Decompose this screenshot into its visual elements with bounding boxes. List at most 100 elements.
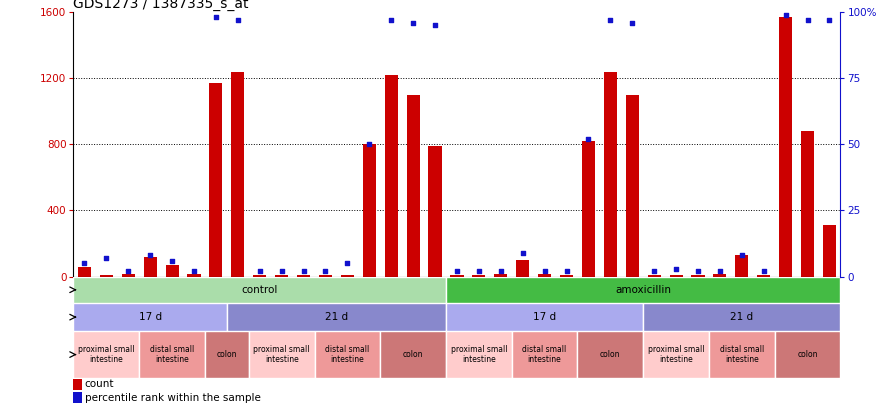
Point [77,260,91,266]
Bar [582,141,595,277]
Point [99,255,114,261]
Point [209,14,223,21]
Bar [78,267,91,277]
Bar [231,72,245,277]
Bar [407,95,419,277]
Text: proximal small
intestine: proximal small intestine [451,345,507,364]
Bar [73,331,139,378]
Bar [428,146,442,277]
Bar [643,303,840,331]
Point [823,17,837,23]
Bar [187,274,201,277]
Text: colon: colon [403,350,424,359]
Text: proximal small
intestine: proximal small intestine [254,345,310,364]
Bar [669,275,683,277]
Point [582,136,596,142]
Text: 17 d: 17 d [533,312,556,322]
Bar [736,255,748,277]
Text: proximal small
intestine: proximal small intestine [648,345,704,364]
Point [340,260,355,266]
Bar [227,303,446,331]
Bar [495,274,507,277]
Bar [210,83,222,277]
Text: distal small
intestine: distal small intestine [150,345,194,364]
Bar [73,303,227,331]
Point [274,268,289,275]
Bar [122,274,134,277]
Bar [538,274,551,277]
Bar [446,331,512,378]
Point [121,268,135,275]
Text: GDS1273 / 1387335_s_at: GDS1273 / 1387335_s_at [73,0,249,11]
Text: colon: colon [217,350,237,359]
Point [712,268,727,275]
Bar [384,75,398,277]
Bar [363,145,376,277]
Bar [451,275,463,277]
Bar [319,275,332,277]
Bar [340,275,354,277]
Point [735,252,749,259]
Bar [775,331,840,378]
Bar [166,265,178,277]
Text: colon: colon [797,350,818,359]
Point [515,249,530,256]
Text: distal small
intestine: distal small intestine [522,345,567,364]
Text: distal small
intestine: distal small intestine [325,345,369,364]
Text: control: control [242,285,278,295]
Text: colon: colon [600,350,621,359]
Point [187,268,202,275]
Text: 21 d: 21 d [730,312,754,322]
Bar [780,17,792,277]
Point [538,268,552,275]
Point [559,268,573,275]
Bar [578,331,643,378]
Bar [692,275,704,277]
Bar [73,379,82,390]
Text: 17 d: 17 d [139,312,162,322]
Text: distal small
intestine: distal small intestine [719,345,764,364]
Bar [99,275,113,277]
Text: percentile rank within the sample: percentile rank within the sample [84,392,261,403]
Bar [625,95,639,277]
Point [691,268,705,275]
Text: amoxicillin: amoxicillin [616,285,671,295]
Point [253,268,267,275]
Bar [643,331,709,378]
Point [362,141,376,148]
Point [603,17,617,23]
Bar [757,275,771,277]
Point [384,17,399,23]
Point [143,252,158,259]
Bar [560,275,573,277]
Point [756,268,771,275]
Text: 21 d: 21 d [325,312,348,322]
Point [406,19,420,26]
Bar [314,331,380,378]
Bar [297,275,310,277]
Point [318,268,332,275]
Bar [472,275,486,277]
Point [471,268,486,275]
Point [230,17,245,23]
Point [800,17,814,23]
Bar [73,392,82,403]
Point [297,268,311,275]
Bar [512,331,578,378]
Point [669,265,684,272]
Bar [516,260,530,277]
Bar [648,275,660,277]
Bar [823,225,836,277]
Point [779,12,793,18]
Text: count: count [84,379,114,390]
Bar [249,331,314,378]
Text: proximal small
intestine: proximal small intestine [78,345,134,364]
Bar [275,275,289,277]
Bar [801,131,814,277]
Point [165,258,179,264]
Bar [446,277,840,303]
Point [647,268,661,275]
Point [625,19,640,26]
Bar [139,331,205,378]
Bar [380,331,446,378]
